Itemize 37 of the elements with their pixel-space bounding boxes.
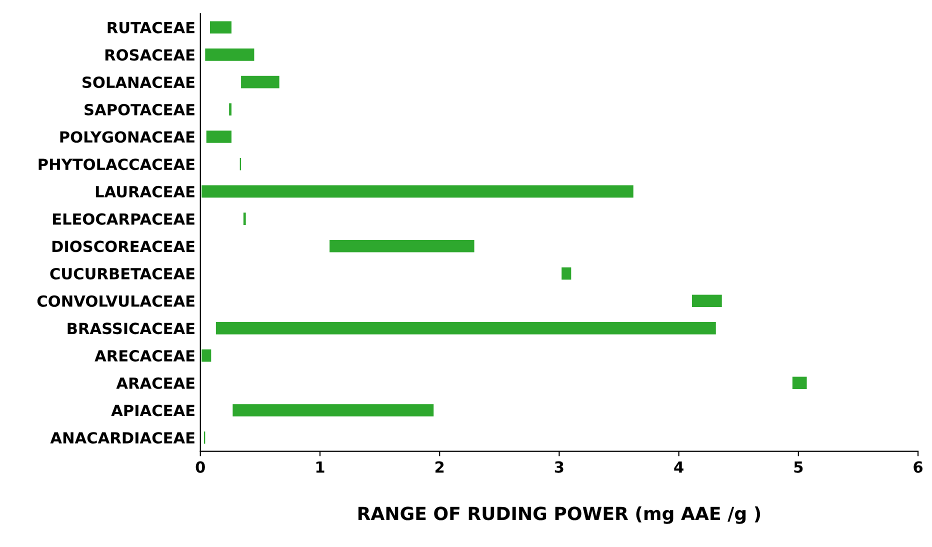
y-tick-label: BRASSICACEAE	[68, 322, 194, 334]
y-tick-label: DIOSCOREACEAE	[52, 240, 194, 252]
bar	[202, 349, 212, 362]
y-tick-label: ARECACEAE	[94, 350, 194, 362]
x-tick-label: 1	[316, 461, 324, 473]
y-tick-label: CUCURBETACEAE	[50, 268, 194, 280]
bar	[243, 212, 246, 225]
y-tick-label: CONVOLVULACEAE	[37, 295, 194, 307]
bar	[562, 267, 572, 280]
y-tick-label: ANACARDIACEAE	[50, 432, 194, 444]
y-tick-label: PHYTOLACCACEAE	[38, 158, 194, 170]
y-tick-label: ROSACEAE	[105, 49, 194, 61]
y-tick-label: SAPOTACEAE	[84, 104, 194, 116]
bar	[232, 404, 434, 416]
bar	[210, 21, 232, 34]
x-axis-title: RANGE OF RUDING POWER (mg AAE /g )	[358, 506, 760, 524]
x-tick-label: 6	[914, 461, 923, 473]
x-tick-label: 2	[435, 461, 444, 473]
x-tick-label: 5	[794, 461, 803, 473]
bar	[792, 376, 807, 390]
bar	[241, 76, 280, 88]
bar	[205, 48, 254, 61]
bar	[216, 322, 716, 334]
y-tick-label: APIACEAE	[111, 404, 194, 416]
y-tick-label: ELEOCARPACEAE	[52, 213, 194, 225]
bar	[202, 185, 634, 198]
y-tick-label: LAURACEAE	[96, 186, 194, 198]
y-tick-label: ARACEAE	[116, 377, 194, 389]
y-tick-label: SOLANACEAE	[82, 76, 194, 88]
x-tick-label: 0	[196, 461, 205, 473]
y-tick-label: RUTACEAE	[108, 22, 194, 34]
bar	[330, 240, 474, 252]
x-tick-label: 3	[554, 461, 564, 473]
bar	[692, 294, 722, 308]
bar	[206, 130, 232, 143]
x-tick-label: 4	[674, 461, 684, 473]
y-tick-label: POLYGONACEAE	[60, 131, 194, 143]
